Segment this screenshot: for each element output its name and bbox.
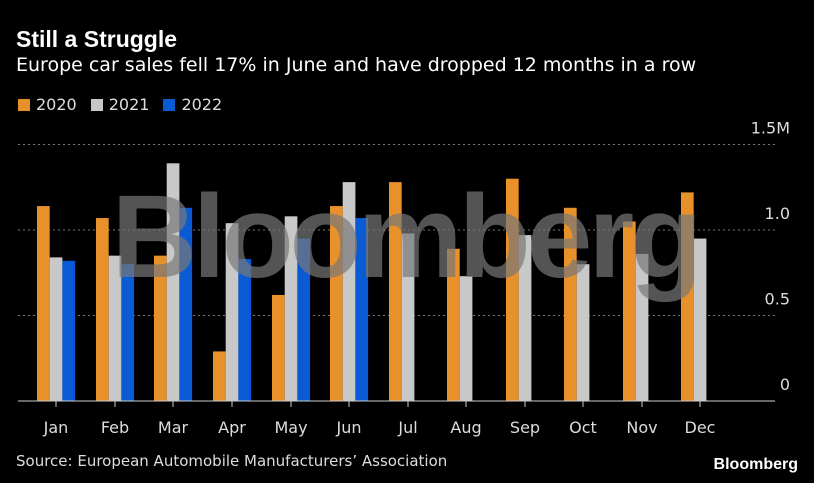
x-tick-label: Jul xyxy=(397,418,417,437)
bar-2021-Nov xyxy=(635,253,649,401)
chart-subtitle: Europe car sales fell 17% in June and ha… xyxy=(16,54,697,76)
x-tick-label: Mar xyxy=(158,418,189,437)
y-tick-label: 1.0 xyxy=(765,204,790,223)
bar-2020-Feb xyxy=(96,218,109,401)
bar-2022-Jun xyxy=(355,218,369,401)
bloomberg-watermark: Bloomberg xyxy=(112,171,699,303)
bar-2020-Dec xyxy=(681,192,694,401)
bar-2020-Jun xyxy=(330,206,343,401)
bar-2020-Nov xyxy=(623,221,636,401)
legend: 2020 2021 2022 xyxy=(18,95,222,114)
legend-label: 2022 xyxy=(181,95,223,114)
x-tick-label: Sep xyxy=(510,418,540,437)
bar-2022-Apr xyxy=(238,259,252,401)
legend-label: 2020 xyxy=(36,95,77,114)
x-tick-label: Aug xyxy=(450,418,481,437)
x-tick-label: Oct xyxy=(569,418,597,437)
bar-2020-Jul xyxy=(389,182,402,401)
bar-2020-Oct xyxy=(564,207,577,401)
legend-item-2021: 2021 xyxy=(90,95,150,114)
bar-2021-Aug xyxy=(459,276,473,401)
bar-2022-Jan xyxy=(62,260,76,401)
x-tick-label: Jun xyxy=(336,418,362,437)
bar-2021-Feb xyxy=(108,255,122,401)
legend-swatch xyxy=(90,98,103,111)
y-tick-label: 0 xyxy=(780,375,790,394)
bar-2020-Jan xyxy=(37,206,50,401)
chart-title: Still a Struggle xyxy=(16,26,178,52)
legend-item-2022: 2022 xyxy=(163,95,222,114)
x-tick-label: Dec xyxy=(685,418,716,437)
bar-2022-Feb xyxy=(121,264,135,401)
legend-label: 2021 xyxy=(108,95,150,114)
bar-2022-May xyxy=(297,238,311,401)
bar-2021-May xyxy=(284,216,298,401)
bar-2020-Apr xyxy=(213,351,226,401)
x-tick-label: Jan xyxy=(43,418,69,437)
bar-2021-Apr xyxy=(225,223,239,401)
x-tick-label: Apr xyxy=(218,418,246,437)
bloomberg-logo: Bloomberg xyxy=(713,456,798,473)
x-tick-label: Feb xyxy=(101,418,129,437)
bar-2021-Jan xyxy=(49,257,63,401)
bar-2021-Jun xyxy=(342,182,356,401)
legend-swatch xyxy=(18,98,30,111)
bar-2021-Jul xyxy=(401,233,415,401)
x-tick-label: Nov xyxy=(626,418,657,437)
bar-2021-Dec xyxy=(693,238,707,401)
y-tick-label: 0.5 xyxy=(765,290,790,309)
bar-2021-Sep xyxy=(518,235,532,401)
bar-2020-Aug xyxy=(447,248,460,401)
bar-2022-Mar xyxy=(179,207,193,401)
bar-2020-May xyxy=(272,294,285,401)
bar-2020-Sep xyxy=(506,178,519,401)
legend-item-2020: 2020 xyxy=(18,95,77,114)
x-tick-label: May xyxy=(274,418,307,437)
bar-2021-Mar xyxy=(166,163,180,401)
y-tick-label: 1.5M xyxy=(751,119,790,138)
bar-2021-Oct xyxy=(576,264,590,401)
bar-2020-Mar xyxy=(154,255,167,401)
source-note: Source: European Automobile Manufacturer… xyxy=(16,452,448,470)
legend-swatch xyxy=(163,98,176,111)
